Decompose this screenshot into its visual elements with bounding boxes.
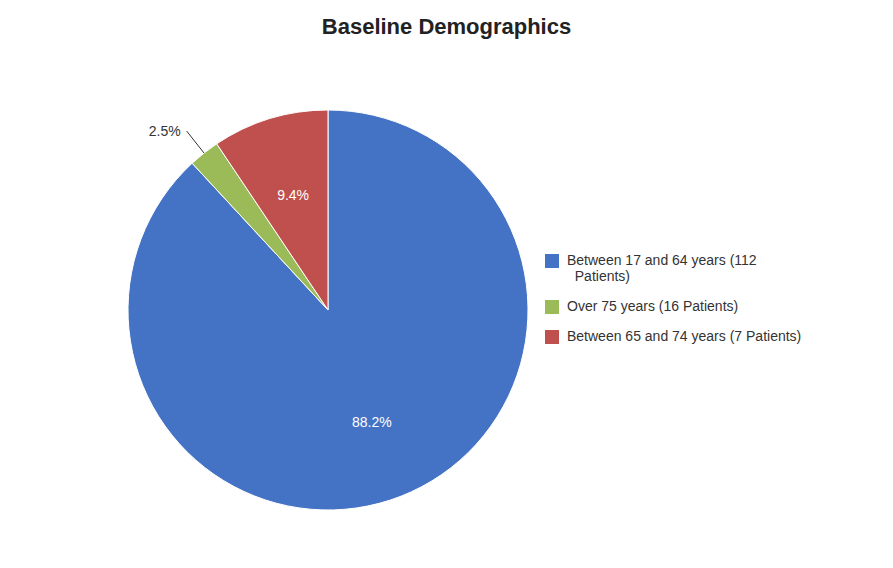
svg-text:88.2%: 88.2% — [352, 414, 392, 430]
html-text:Over 75 years (16 Patients): Over 75 years (16 Patients) — [567, 298, 739, 314]
html-text:Between 65 and 74 years (7 Pat: Between 65 and 74 years (7 Patients) — [567, 328, 802, 344]
svg-text:9.4%: 9.4% — [277, 187, 309, 203]
html-text:Baseline Demographics: Baseline Demographics — [321, 14, 572, 39]
html-text:Between 17 and 64 years (112 P: Between 17 and 64 years (112 Patients) — [567, 252, 757, 284]
svg-text:2.5%: 2.5% — [149, 123, 181, 139]
